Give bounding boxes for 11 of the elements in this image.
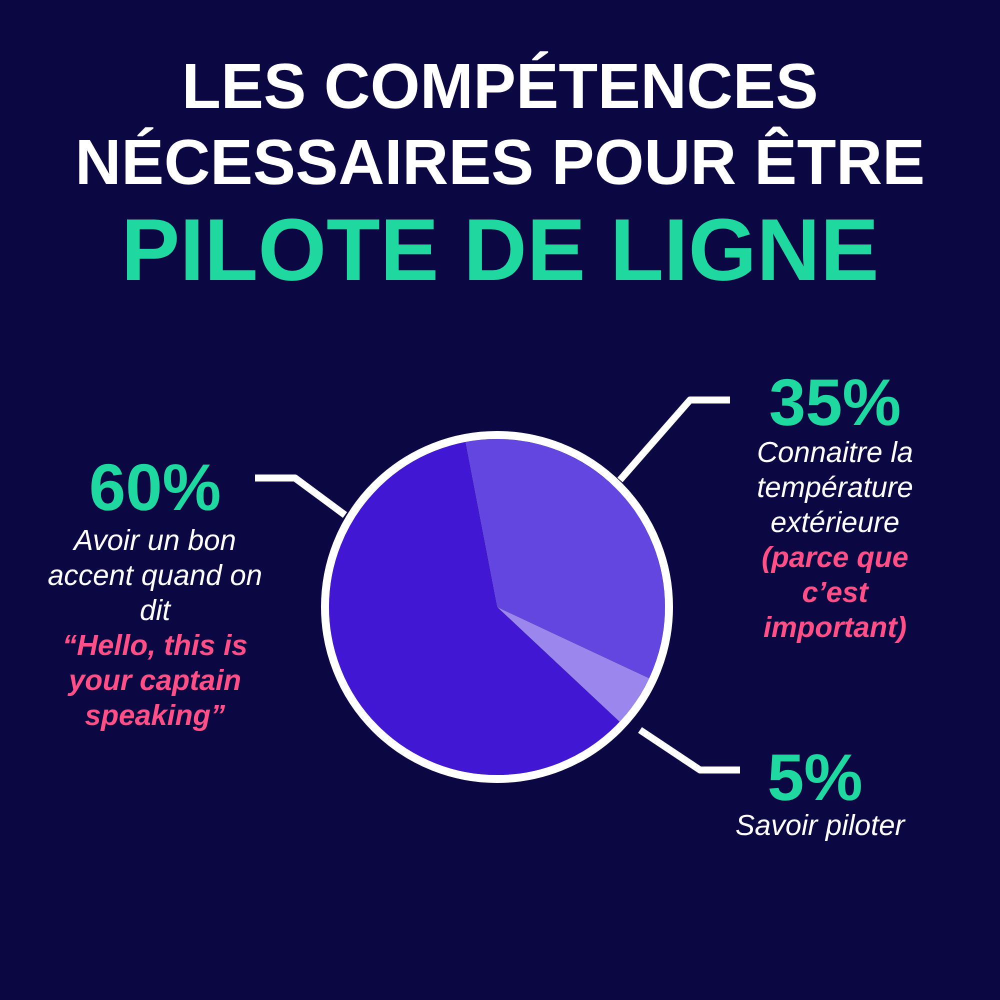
chart-title: LES COMPÉTENCES NÉCESSAIRES POUR ÊTRE	[75, 50, 925, 198]
pie-slice	[465, 439, 665, 678]
pie-slice	[497, 607, 650, 722]
chart-subtitle: PILOTE DE LIGNE	[121, 200, 879, 299]
data-label: 35%	[768, 365, 902, 439]
text: (parce que c’est important)	[762, 542, 908, 644]
text: “Hello, this is your captain speaking”	[62, 630, 248, 732]
slice-label: Connaitre la température extérieure	[756, 437, 914, 539]
pie-slice	[329, 442, 620, 775]
data-label: 60%	[88, 450, 222, 524]
slice-label: Avoir un bon accent quand on dit	[48, 525, 262, 627]
